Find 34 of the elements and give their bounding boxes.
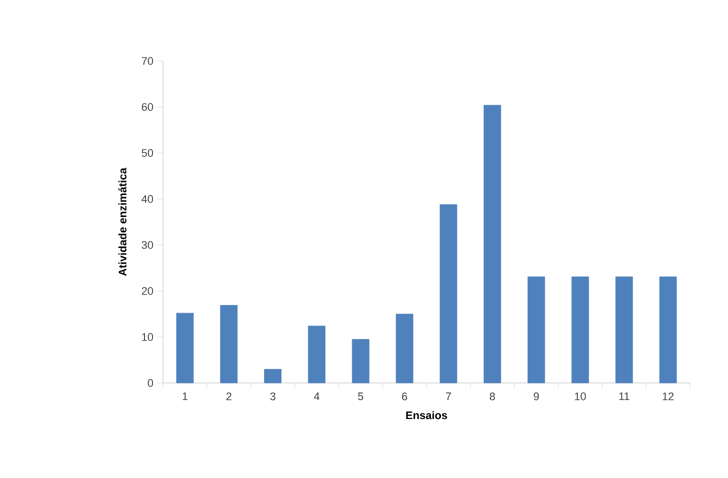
y-tick-label: 70 [142, 57, 154, 65]
y-tick-label: 10 [142, 333, 154, 341]
x-tick-label: 8 [490, 392, 495, 400]
bar [484, 104, 502, 384]
x-tick-label: 12 [662, 392, 674, 400]
x-tick-label: 10 [574, 392, 586, 400]
bar [615, 276, 633, 384]
x-tick-label: 7 [446, 392, 451, 400]
x-tick-label: 6 [402, 392, 408, 400]
bar [264, 368, 282, 384]
x-tick-label: 11 [619, 392, 630, 400]
x-axis-title: Ensaios [406, 411, 448, 420]
bar [572, 276, 589, 384]
x-tick-label: 3 [270, 392, 276, 400]
x-tick-label: 1 [182, 392, 188, 400]
y-tick-label: 0 [148, 379, 154, 387]
x-tick-label: 4 [314, 392, 320, 400]
y-tick-label: 40 [142, 195, 154, 203]
y-tick-label: 30 [142, 241, 154, 249]
x-tick-label: 9 [534, 392, 539, 400]
y-tick-label: 20 [142, 287, 154, 295]
x-tick-label: 2 [226, 392, 232, 400]
bar [308, 326, 326, 384]
bar [440, 204, 458, 384]
bar [352, 339, 370, 384]
x-tick-label: 5 [358, 392, 364, 400]
bar [396, 314, 414, 384]
bar [528, 276, 545, 384]
y-tick-label: 60 [142, 103, 154, 111]
bar [659, 276, 677, 384]
y-axis-title: Atividade enzimática [118, 168, 126, 276]
bar [176, 312, 194, 384]
bar [220, 305, 238, 384]
y-tick-label: 50 [142, 149, 154, 157]
